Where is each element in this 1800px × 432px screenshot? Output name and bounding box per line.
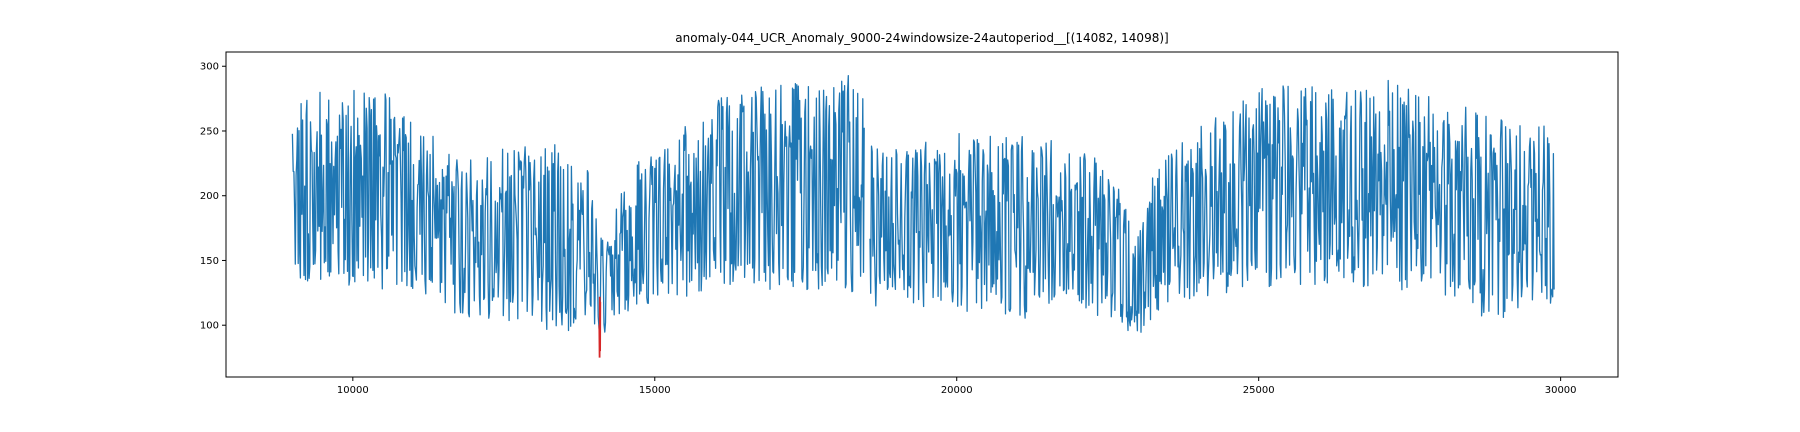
y-tick-label-250: 250 (200, 126, 219, 137)
chart-title: anomaly-044_UCR_Anomaly_9000-24windowsiz… (675, 31, 1168, 45)
y-axis: 100 150 200 250 300 (200, 62, 226, 332)
y-tick-label-200: 200 (200, 191, 219, 202)
series-layer (291, 75, 1555, 336)
x-axis: 10000 15000 20000 25000 30000 (337, 377, 1577, 396)
y-tick-label-150: 150 (200, 256, 219, 267)
x-tick-label-25000: 25000 (1243, 385, 1275, 396)
series-anomaly (598, 296, 602, 358)
anomaly-layer (598, 296, 602, 358)
x-tick-label-15000: 15000 (639, 385, 671, 396)
x-tick-label-10000: 10000 (337, 385, 369, 396)
y-tick-label-100: 100 (200, 321, 219, 332)
plot-frame (225, 51, 1619, 378)
x-tick-label-30000: 30000 (1545, 385, 1577, 396)
series-main-segment-1 (869, 79, 1555, 333)
x-tick-label-20000: 20000 (941, 385, 973, 396)
series-main-segment-0 (291, 75, 865, 336)
y-tick-label-300: 300 (200, 62, 219, 73)
